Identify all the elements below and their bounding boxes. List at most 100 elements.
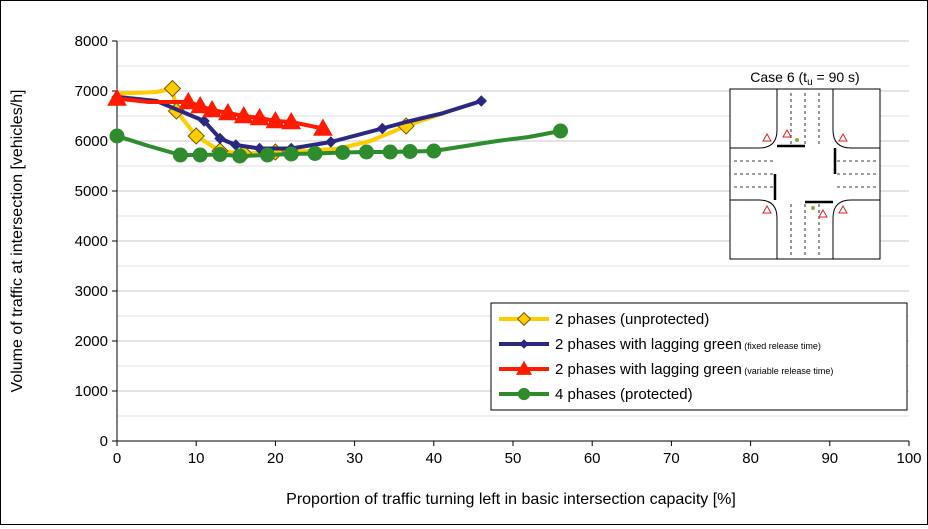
x-tick-label: 50	[505, 450, 522, 467]
y-tick-label: 5000	[75, 183, 108, 200]
road-edge-nw	[730, 89, 778, 149]
y-tick-label: 1000	[75, 383, 108, 400]
intersection-inset: Case 6 (tu = 90 s)	[729, 69, 881, 260]
data-point-triangle	[515, 360, 533, 375]
y-tick-label: 4000	[75, 233, 108, 250]
inset-title-suffix: = 90 s)	[813, 69, 860, 85]
data-point-circle	[283, 146, 299, 162]
series-layer	[107, 79, 569, 164]
data-point-circle	[232, 148, 248, 164]
signal-light-icon	[795, 138, 799, 142]
signal-icon	[838, 204, 848, 214]
legend-label: 4 phases (protected)	[555, 386, 693, 403]
x-tick-label: 40	[425, 450, 442, 467]
legend-label-main: 4 phases (protected)	[555, 386, 693, 403]
legend-label-main: 2 phases (unprotected)	[555, 311, 709, 328]
data-point-triangle	[313, 118, 333, 136]
signal-icon	[838, 132, 848, 142]
inset-title-subscript: u	[807, 77, 813, 88]
x-tick-label: 10	[188, 450, 205, 467]
tick-labels: 0 1000 2000 3000 4000 5000 6000 7000 8000 0 10 20 30…	[75, 33, 922, 467]
legend: 2 phases (unprotected) 2 phases with lagg…	[490, 302, 908, 411]
signal-light-icon	[811, 206, 815, 210]
legend-label-note: (variable release time)	[742, 366, 834, 376]
data-point-circle	[192, 147, 208, 163]
data-point-circle	[259, 147, 275, 163]
data-point-triangle	[265, 110, 286, 129]
data-point-circle	[358, 144, 374, 160]
x-tick-label: 20	[267, 450, 284, 467]
series-line	[118, 86, 484, 156]
legend-label-main: 2 phases with lagging green	[555, 361, 742, 378]
signal-icon	[818, 208, 828, 218]
data-point-triangle	[190, 95, 211, 114]
signal-icon	[782, 128, 792, 138]
data-point-small-diamond	[325, 136, 337, 148]
legend-entry-4: 4 phases (protected)	[499, 386, 693, 403]
legend-entry-2: 2 phases with lagging green (fixed relea…	[499, 336, 821, 353]
legend-items: 2 phases (unprotected) 2 phases with lagg…	[499, 311, 833, 403]
inset-title-prefix: Case 6 (t	[750, 69, 807, 85]
legend-label: 2 phases with lagging green (variable re…	[555, 361, 833, 378]
data-point-diamond	[187, 127, 205, 145]
data-point-circle	[426, 143, 442, 159]
y-tick-label: 8000	[75, 33, 108, 50]
data-point-triangle	[281, 111, 302, 130]
legend-label: 2 phases with lagging green (fixed relea…	[555, 336, 821, 353]
data-point-circle	[382, 144, 398, 160]
data-point-circle	[307, 146, 323, 161]
data-point-circle	[172, 147, 188, 163]
x-tick-label: 100	[896, 450, 921, 467]
data-point-small-diamond	[475, 95, 488, 107]
data-point-triangle	[233, 105, 254, 124]
data-point-circle	[335, 145, 351, 160]
inset-title: Case 6 (tu = 90 s)	[750, 69, 859, 88]
legend-entry-3: 2 phases with lagging green (variable re…	[499, 360, 833, 378]
data-point-triangle	[249, 107, 270, 126]
data-point-small-diamond	[519, 339, 529, 349]
x-tick-label: 80	[742, 450, 759, 467]
data-point-small-diamond	[214, 132, 226, 145]
x-tick-label: 90	[821, 450, 838, 467]
road-edge-ne	[832, 89, 880, 149]
series-4	[109, 123, 569, 164]
legend-label-note: (fixed release time)	[742, 341, 821, 351]
y-tick-label: 7000	[75, 83, 108, 100]
road-edge-se	[832, 199, 880, 259]
data-point-small-diamond	[376, 122, 389, 135]
data-point-triangle	[178, 91, 199, 110]
signal-icon	[762, 132, 772, 142]
y-tick-label: 3000	[75, 283, 108, 300]
data-point-circle	[553, 123, 569, 139]
road-edge-sw	[730, 199, 778, 259]
legend-frame	[490, 302, 908, 411]
y-axis-title: Volume of traffic at intersection [vehic…	[9, 90, 26, 393]
series-3	[107, 88, 333, 136]
x-axis-title: Proportion of traffic turning left in ba…	[286, 491, 736, 508]
data-point-triangle	[107, 88, 127, 106]
data-point-circle	[109, 128, 125, 144]
data-point-diamond	[516, 311, 532, 327]
x-tick-label: 30	[346, 450, 363, 467]
x-tick-label: 60	[584, 450, 601, 467]
data-point-small-diamond	[198, 115, 210, 127]
legend-entry-1: 2 phases (unprotected)	[499, 311, 709, 328]
data-point-circle	[402, 144, 418, 159]
y-tick-label: 0	[100, 433, 108, 450]
data-point-circle	[517, 387, 531, 401]
legend-label: 2 phases (unprotected)	[555, 311, 709, 328]
y-tick-label: 2000	[75, 333, 108, 350]
signal-icon	[762, 204, 772, 214]
intersection-drawing	[730, 89, 880, 259]
y-tick-label: 6000	[75, 133, 108, 150]
x-tick-label: 70	[663, 450, 680, 467]
data-point-triangle	[218, 102, 238, 121]
legend-label-main: 2 phases with lagging green	[555, 336, 742, 353]
axes	[112, 40, 910, 446]
x-tick-label: 0	[113, 450, 121, 467]
data-point-diamond	[163, 79, 182, 98]
data-point-circle	[212, 147, 228, 162]
data-point-triangle	[202, 99, 222, 118]
